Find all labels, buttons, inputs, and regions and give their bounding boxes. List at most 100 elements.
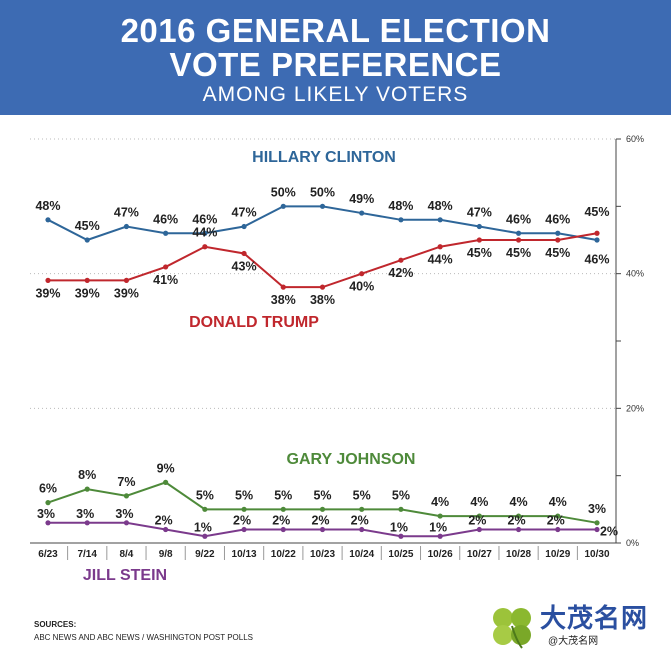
series-name-label: DONALD TRUMP: [189, 314, 319, 331]
data-point: [319, 284, 326, 290]
data-point: [163, 526, 169, 533]
data-label: 3%: [76, 507, 94, 521]
data-label: 38%: [271, 293, 296, 307]
data-point: [241, 526, 247, 533]
data-point: [398, 506, 404, 512]
data-label: 49%: [349, 192, 374, 206]
x-tick-label: 10/29: [545, 549, 570, 560]
data-label: 40%: [349, 280, 374, 294]
data-point: [476, 513, 482, 519]
data-label: 5%: [392, 488, 410, 502]
data-label: 43%: [232, 259, 257, 273]
data-point: [437, 217, 443, 223]
data-label: 45%: [545, 246, 570, 260]
data-point: [319, 526, 326, 533]
data-point: [359, 210, 365, 216]
data-point: [437, 513, 443, 519]
data-label: 2%: [351, 514, 369, 528]
data-point: [163, 479, 169, 485]
data-point: [123, 223, 130, 230]
data-label: 1%: [429, 520, 447, 534]
data-label: 46%: [153, 212, 178, 226]
x-tick-label: 10/27: [467, 549, 492, 560]
data-point: [555, 230, 561, 236]
data-label: 5%: [196, 488, 214, 502]
data-label: 46%: [506, 212, 531, 226]
data-point: [163, 230, 169, 236]
data-point: [476, 526, 482, 533]
data-label: 44%: [192, 226, 217, 240]
data-label: 2%: [547, 514, 565, 528]
data-label: 45%: [467, 246, 492, 260]
chart-subtitle: AMONG LIKELY VOTERS: [202, 83, 469, 106]
data-label: 2%: [468, 514, 486, 528]
data-point: [280, 203, 286, 209]
data-label: 3%: [37, 507, 55, 521]
x-tick-label: 6/23: [38, 549, 58, 560]
chart-title-line1: 2016 GENERAL ELECTION: [120, 12, 551, 49]
data-label: 9%: [157, 461, 175, 475]
data-point: [202, 230, 208, 236]
y-tick-label: 40%: [626, 269, 644, 279]
y-tick-label: 20%: [626, 403, 644, 413]
data-label: 5%: [313, 488, 331, 502]
data-label: 7%: [117, 475, 135, 489]
data-point: [359, 506, 365, 512]
x-tick-label: 10/25: [388, 549, 413, 560]
data-point: [476, 223, 482, 230]
data-point: [476, 237, 482, 243]
data-point: [594, 526, 600, 533]
data-label: 48%: [388, 199, 413, 213]
data-label: 3%: [115, 507, 133, 521]
data-label: 45%: [75, 219, 100, 233]
data-point: [202, 533, 208, 539]
x-tick-label: 10/24: [349, 549, 374, 560]
data-label: 47%: [467, 206, 492, 220]
data-point: [163, 264, 169, 270]
data-point: [555, 513, 561, 519]
x-tick-label: 7/14: [77, 549, 97, 560]
data-point: [123, 493, 130, 499]
data-point: [359, 271, 365, 277]
series-name-label: GARY JOHNSON: [287, 451, 416, 468]
series-name-label: HILLARY CLINTON: [252, 149, 396, 166]
data-label: 38%: [310, 293, 335, 307]
data-point: [319, 506, 326, 512]
sources-text: ABC NEWS AND ABC NEWS / WASHINGTON POST …: [34, 633, 254, 642]
line-chart: 60% 40% 20% 0% 6/23 7/14 8/4 9/8 9/22 10/13 10/22 1…: [30, 134, 644, 584]
data-label: 46%: [545, 212, 570, 226]
chart-title-line2: VOTE PREFERENCE: [169, 46, 502, 83]
data-label: 39%: [35, 286, 60, 300]
data-label: 4%: [510, 495, 528, 509]
data-label: 50%: [271, 185, 296, 199]
x-tick-label: 10/26: [428, 549, 453, 560]
data-label: 50%: [310, 185, 335, 199]
data-point: [515, 230, 522, 236]
x-tick-label: 10/13: [232, 549, 257, 560]
data-point: [398, 257, 404, 263]
data-point: [241, 506, 247, 512]
data-point: [84, 486, 90, 492]
data-label: 2%: [508, 514, 526, 528]
data-label: 47%: [114, 206, 139, 220]
data-point: [202, 506, 208, 512]
data-point: [437, 244, 443, 250]
data-point: [280, 284, 286, 290]
data-point: [241, 250, 247, 257]
data-point: [84, 277, 90, 283]
data-label: 45%: [506, 246, 531, 260]
data-point: [45, 277, 51, 283]
x-tick-label: 9/8: [159, 549, 173, 560]
data-point: [594, 520, 600, 526]
data-point: [84, 237, 90, 243]
data-label: 48%: [428, 199, 453, 213]
data-point: [123, 520, 130, 526]
data-point: [123, 277, 130, 283]
data-point: [319, 203, 326, 209]
x-tick-label: 10/28: [506, 549, 531, 560]
data-label: 47%: [232, 206, 257, 220]
data-label: 41%: [153, 273, 178, 287]
data-point: [398, 533, 404, 539]
data-label: 3%: [588, 502, 606, 516]
data-label: 2%: [311, 514, 329, 528]
